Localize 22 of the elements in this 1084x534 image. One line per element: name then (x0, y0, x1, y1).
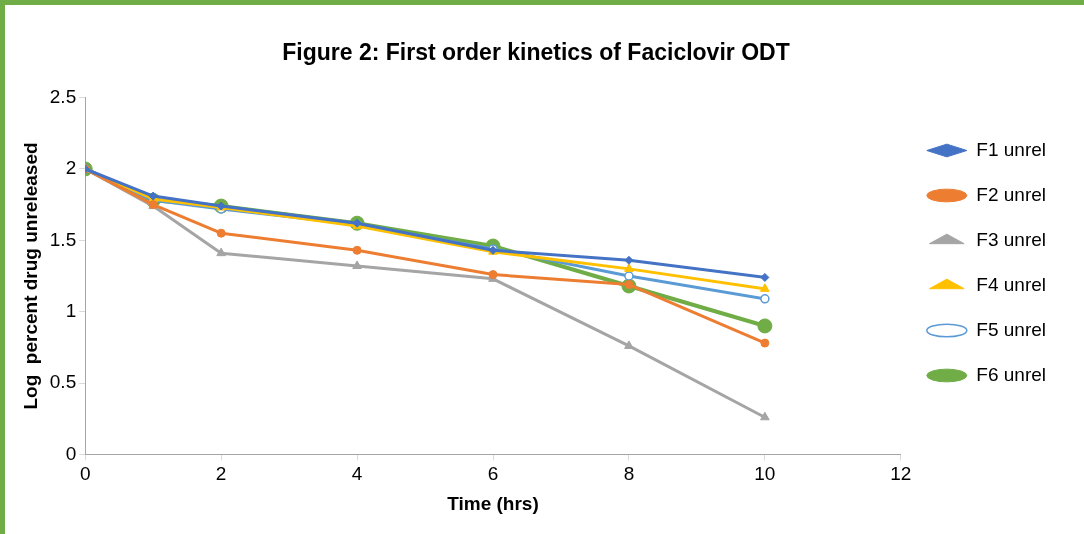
y-tick-label: 1 (65, 299, 77, 321)
y-axis-title: Log percent drug unreleased (19, 142, 41, 410)
legend-label: F1 unrel (976, 138, 1046, 160)
y-tick-label: 2.5 (49, 85, 77, 107)
y-tick-label: 0 (65, 442, 77, 464)
legend-label: F6 unrel (976, 363, 1046, 385)
y-tick-label: 0.5 (49, 371, 77, 393)
chart-title: Figure 2: First order kinetics of Faciclovir ODT (282, 39, 790, 66)
legend-label: F4 unrel (976, 273, 1046, 295)
x-tick-label: 4 (351, 463, 363, 485)
x-tick-label: 0 (79, 463, 91, 485)
legend-label: F3 unrel (976, 228, 1046, 250)
y-tick-label: 1.5 (49, 228, 77, 250)
x-tick-label: 2 (215, 463, 227, 485)
x-tick-label: 6 (487, 463, 499, 485)
legend-label: F5 unrel (976, 318, 1046, 340)
legend-label: F2 unrel (976, 183, 1046, 205)
x-tick-label: 8 (623, 463, 635, 485)
x-axis-title: Time (hrs) (447, 492, 539, 514)
x-tick-label: 12 (890, 463, 912, 485)
y-tick-label: 2 (65, 157, 77, 179)
x-tick-label: 10 (754, 463, 776, 485)
